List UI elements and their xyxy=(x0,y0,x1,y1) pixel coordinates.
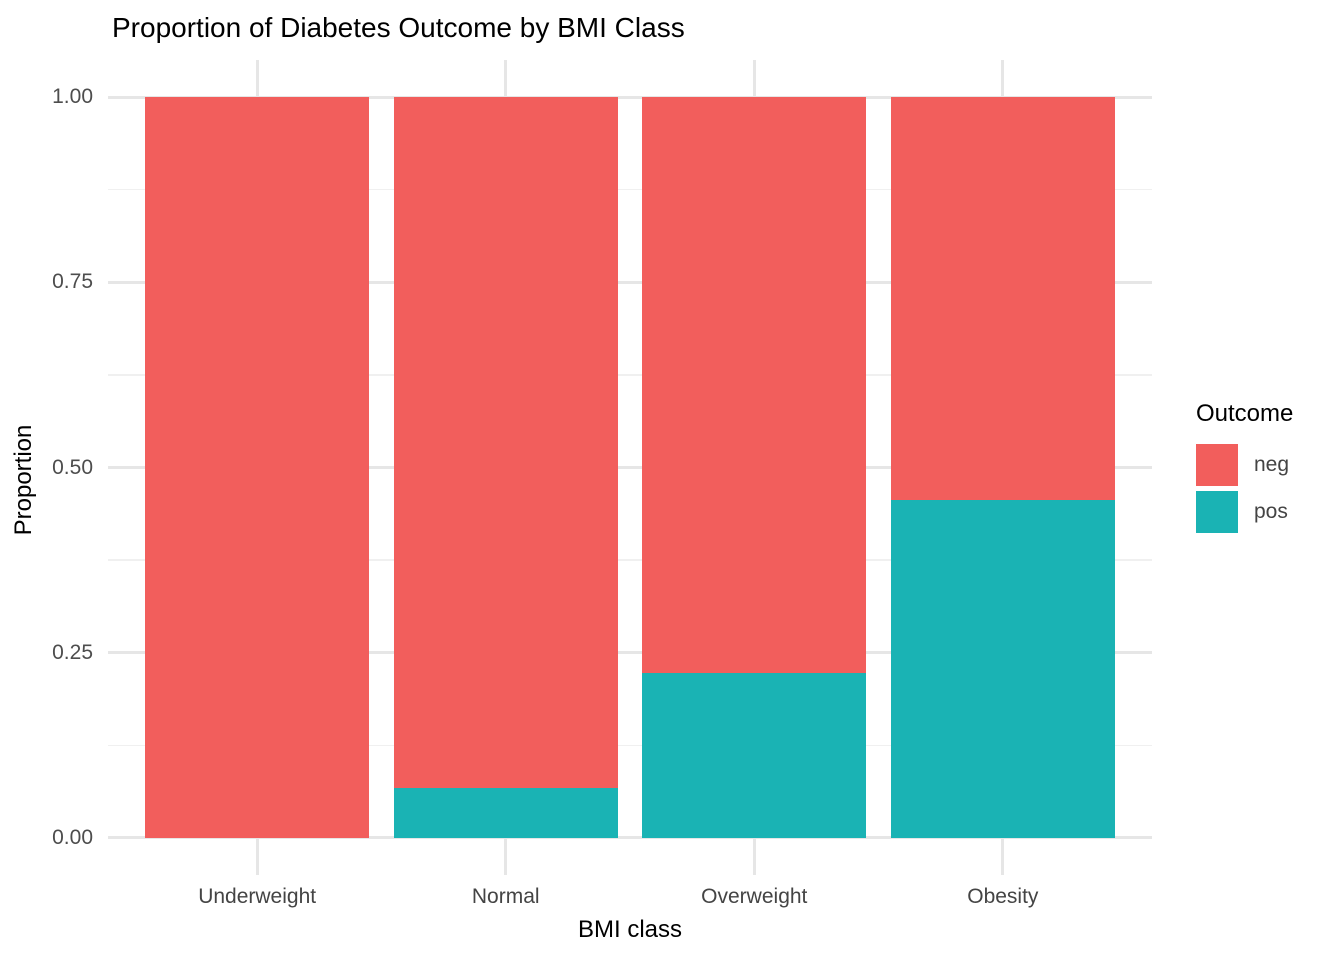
minor-gridline xyxy=(108,559,1152,561)
legend-swatch-neg xyxy=(1196,444,1238,486)
major-gridline xyxy=(108,280,1152,284)
minor-gridline xyxy=(108,188,1152,191)
legend-swatch-pos xyxy=(1196,491,1238,533)
x-axis-title: BMI class xyxy=(577,916,682,943)
major-gridline xyxy=(108,466,1152,469)
y-tick-label: 0.50 xyxy=(52,455,93,479)
legend: Outcome neg pos xyxy=(1196,400,1293,538)
x-tick-label: Underweight xyxy=(198,885,317,908)
major-gridline xyxy=(108,651,1152,655)
legend-entry-pos: pos xyxy=(1196,491,1293,533)
y-axis-title: Proportion xyxy=(10,424,37,536)
bar-segment-pos xyxy=(891,500,1115,838)
y-tick-label: 0.00 xyxy=(52,825,93,849)
y-tick-label: 1.00 xyxy=(52,85,93,109)
legend-label: neg xyxy=(1254,453,1290,476)
x-tick-label: Obesity xyxy=(967,885,1039,908)
major-gridline xyxy=(108,95,1152,99)
bar-segment-neg xyxy=(642,97,867,674)
y-tick-label: 0.75 xyxy=(52,270,93,294)
minor-gridline xyxy=(108,374,1152,376)
legend-title: Outcome xyxy=(1196,400,1294,427)
bar-segment-neg xyxy=(145,97,369,838)
bar-segment-pos xyxy=(642,673,867,838)
bar-segment-pos xyxy=(393,787,618,838)
x-tick-label: Normal xyxy=(471,885,540,908)
y-tick-label: 0.25 xyxy=(52,640,93,664)
chart-title: Proportion of Diabetes Outcome by BMI Cl… xyxy=(112,12,685,43)
bar-segment-neg xyxy=(891,97,1115,501)
major-gridline xyxy=(108,836,1152,840)
x-tick-label: Overweight xyxy=(701,885,808,908)
legend-entry-neg: neg xyxy=(1196,444,1293,486)
legend-label: pos xyxy=(1254,500,1288,523)
minor-gridline xyxy=(108,744,1152,747)
bar-segment-neg xyxy=(393,97,618,788)
